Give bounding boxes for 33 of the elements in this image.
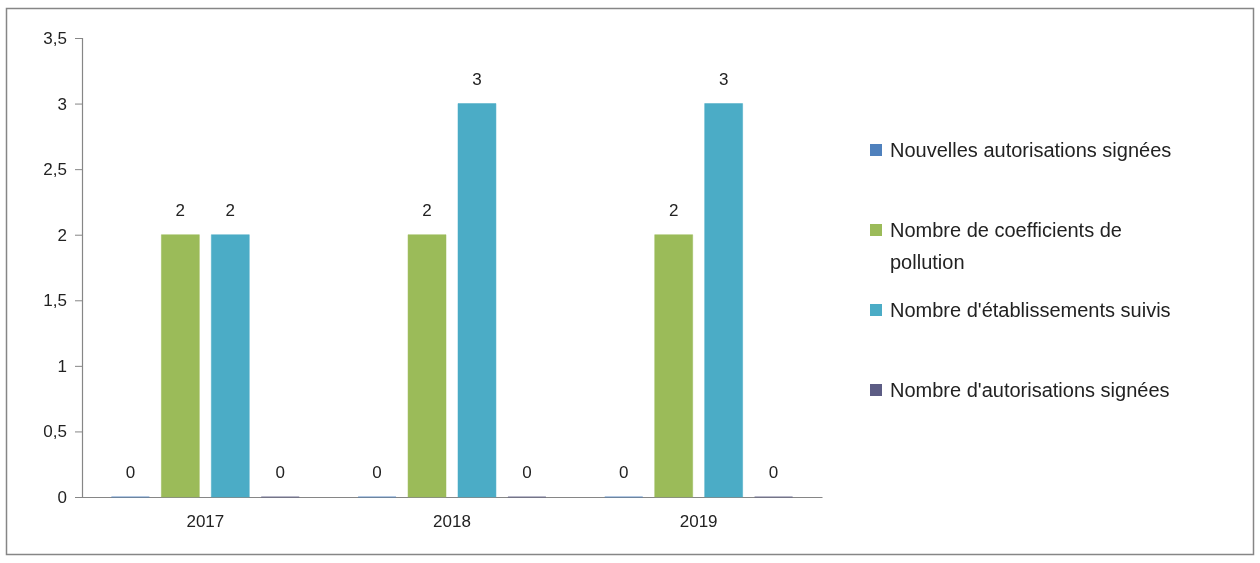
data-label: 2 (422, 200, 432, 220)
bar (211, 234, 250, 498)
legend-label: Nombre de coefficients de pollution (890, 219, 1122, 273)
x-tick-label: 2019 (679, 512, 718, 532)
data-label: 0 (768, 463, 779, 482)
data-label: 0 (275, 463, 285, 482)
data-label: 2 (225, 200, 236, 220)
y-tick-label: 0 (57, 487, 67, 507)
y-tick-label: 1,5 (43, 291, 67, 311)
y-tick-label: 0,5 (43, 422, 67, 442)
data-label: 0 (125, 463, 136, 482)
data-label: 0 (522, 463, 532, 482)
data-label: 2 (175, 200, 186, 220)
y-tick-label: 3 (57, 94, 67, 114)
y-tick-label: 1 (57, 356, 67, 376)
legend-label: Nombre d'autorisations signées (890, 379, 1170, 401)
data-label: 3 (472, 69, 482, 89)
data-label: 2 (668, 200, 679, 220)
y-tick-label: 2 (57, 225, 67, 245)
bar (161, 234, 200, 498)
bar (704, 103, 743, 498)
legend-label: Nombre d'établissements suivis (890, 299, 1171, 321)
y-tick-label: 3,5 (43, 28, 67, 48)
bar (407, 234, 447, 498)
x-tick-label: 2018 (433, 512, 471, 532)
y-tick-label: 2,5 (43, 160, 67, 180)
bar (654, 234, 693, 498)
data-label: 3 (718, 69, 729, 89)
data-label: 0 (619, 463, 629, 482)
x-tick-label: 2017 (186, 512, 225, 532)
bar (457, 103, 497, 498)
legend-label: Nouvelles autorisations signées (890, 139, 1172, 161)
data-label: 0 (372, 463, 382, 482)
